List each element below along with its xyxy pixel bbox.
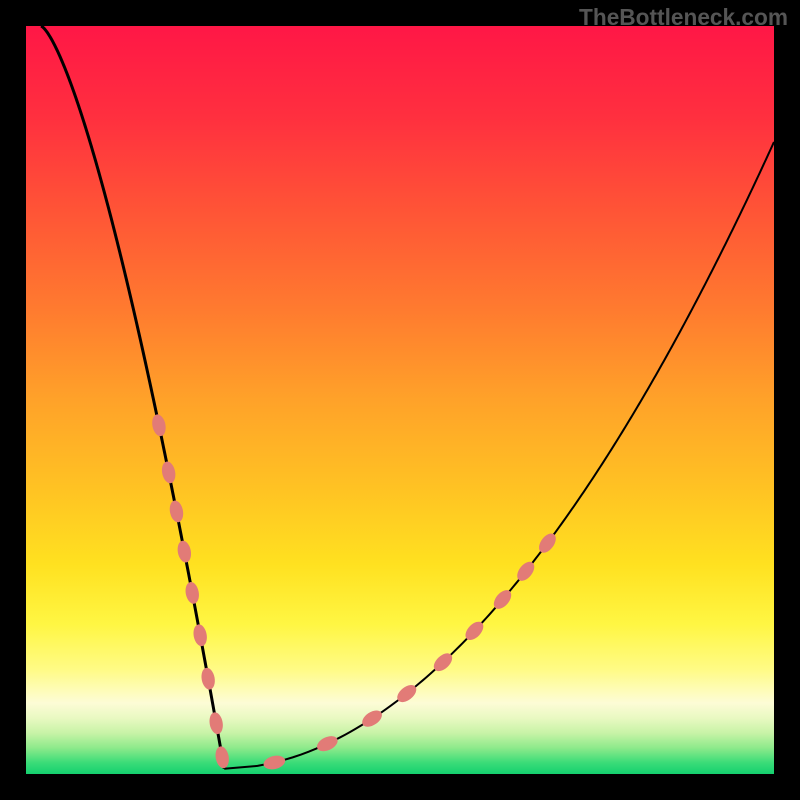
gradient-background xyxy=(26,26,774,774)
chart-container: TheBottleneck.com xyxy=(0,0,800,800)
plot-area xyxy=(26,26,774,774)
chart-svg xyxy=(26,26,774,774)
watermark-text: TheBottleneck.com xyxy=(579,4,788,31)
